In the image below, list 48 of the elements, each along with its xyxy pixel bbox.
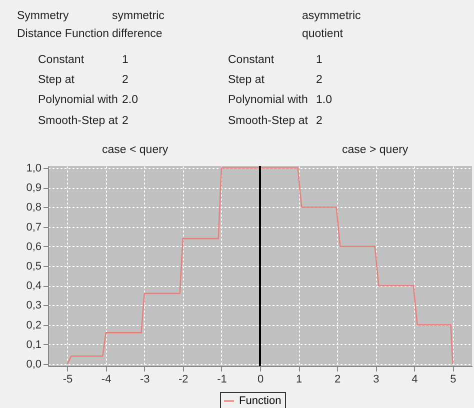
y-tick-label: 0,8 bbox=[26, 202, 42, 214]
x-tick-label: 3 bbox=[373, 374, 380, 386]
legend-label: Function bbox=[239, 395, 282, 407]
text: 2 bbox=[122, 74, 128, 86]
x-tick-label: 4 bbox=[412, 374, 418, 386]
x-tick-label: -5 bbox=[62, 374, 73, 386]
y-tick-label: 0,3 bbox=[26, 300, 42, 312]
y-tick-label: 0,6 bbox=[26, 240, 42, 253]
line-series bbox=[66, 167, 454, 365]
text: Symmetry bbox=[17, 10, 69, 22]
text: 2 bbox=[316, 74, 322, 86]
text: 2 bbox=[316, 115, 322, 127]
text: symmetric bbox=[112, 10, 165, 22]
text: Distance Function bbox=[17, 28, 110, 40]
text: 1 bbox=[316, 54, 322, 66]
text: Step at bbox=[228, 74, 266, 86]
x-tick-label: -2 bbox=[178, 374, 188, 386]
text: 1 bbox=[122, 54, 128, 66]
y-tick-label: 0,5 bbox=[26, 260, 42, 272]
text: 2 bbox=[122, 115, 128, 127]
text: difference bbox=[112, 28, 162, 40]
y-tick-label: 0,0 bbox=[26, 358, 42, 371]
text: 2.0 bbox=[122, 94, 138, 106]
text: case < query bbox=[102, 144, 168, 156]
x-tick-label: 1 bbox=[296, 374, 302, 386]
x-tick-label: 5 bbox=[450, 374, 456, 386]
x-tick-label: -3 bbox=[140, 374, 150, 386]
text: case > query bbox=[342, 144, 408, 156]
text: Constant bbox=[38, 54, 85, 66]
text: Smooth-Step at bbox=[228, 115, 309, 127]
text: asymmetric bbox=[302, 10, 362, 22]
y-tick-label: 0,1 bbox=[26, 338, 42, 351]
text: Polynomial with bbox=[38, 94, 118, 106]
y-tick-label: 0,7 bbox=[26, 221, 42, 234]
x-tick-label: -4 bbox=[101, 374, 112, 386]
x-tick-label: -1 bbox=[217, 374, 227, 386]
y-tick-label: 0,2 bbox=[26, 319, 42, 332]
y-tick-label: 1,0 bbox=[26, 162, 42, 174]
text: Polynomial with bbox=[228, 94, 308, 106]
text: 1.0 bbox=[316, 94, 332, 106]
x-tick-label: 2 bbox=[334, 374, 341, 386]
y-tick-label: 0,9 bbox=[26, 182, 42, 194]
text: Constant bbox=[228, 54, 275, 66]
text: Smooth-Step at bbox=[38, 115, 119, 127]
y-tick-label: 0,4 bbox=[26, 280, 42, 292]
text: quotient bbox=[302, 28, 344, 40]
x-tick-label: 0 bbox=[257, 374, 264, 386]
text: Step at bbox=[38, 74, 76, 86]
